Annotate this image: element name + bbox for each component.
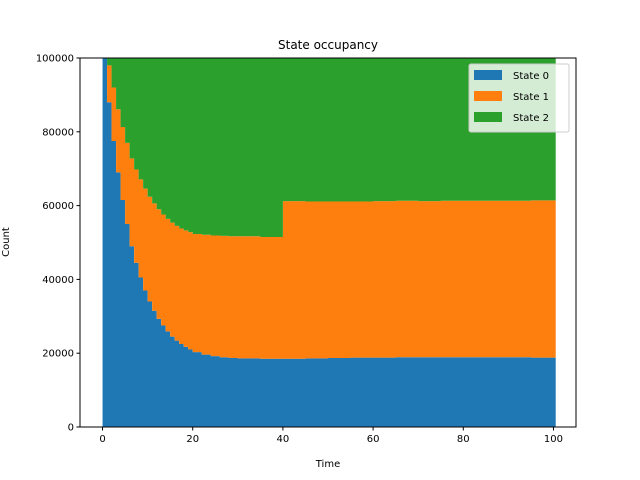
legend-swatch: [474, 91, 502, 101]
x-axis: 0 20 40 60 80 100: [99, 427, 563, 445]
area-state-0: [102, 58, 556, 427]
y-tick-label: 60000: [42, 201, 74, 212]
legend-label: State 1: [513, 92, 549, 103]
area-state-2: [102, 58, 556, 237]
x-tick-label: 20: [186, 434, 199, 445]
x-tick-label: 100: [544, 434, 563, 445]
plot-frame: [79, 57, 577, 428]
stacked-areas: [102, 58, 556, 427]
y-tick-label: 100000: [36, 54, 74, 65]
y-axis: 0 20000 40000 60000 80000 100000: [36, 54, 80, 434]
y-tick-label: 20000: [42, 349, 74, 360]
y-tick-label: 80000: [42, 127, 74, 138]
y-tick-label: 0: [68, 423, 74, 434]
x-tick-label: 60: [367, 434, 380, 445]
legend-swatch: [474, 70, 502, 80]
legend: State 0 State 1 State 2: [468, 63, 570, 133]
legend-swatch: [474, 112, 502, 122]
area-state-1: [102, 58, 556, 359]
legend-label: State 2: [513, 113, 549, 124]
y-tick-label: 40000: [42, 275, 74, 286]
x-tick-label: 40: [277, 434, 290, 445]
x-tick-label: 80: [457, 434, 470, 445]
x-tick-label: 0: [99, 434, 105, 445]
y-axis-label: Count: [1, 227, 12, 257]
legend-label: State 0: [513, 71, 549, 82]
chart-title: State occupancy: [278, 38, 378, 52]
x-axis-label: Time: [315, 459, 340, 470]
